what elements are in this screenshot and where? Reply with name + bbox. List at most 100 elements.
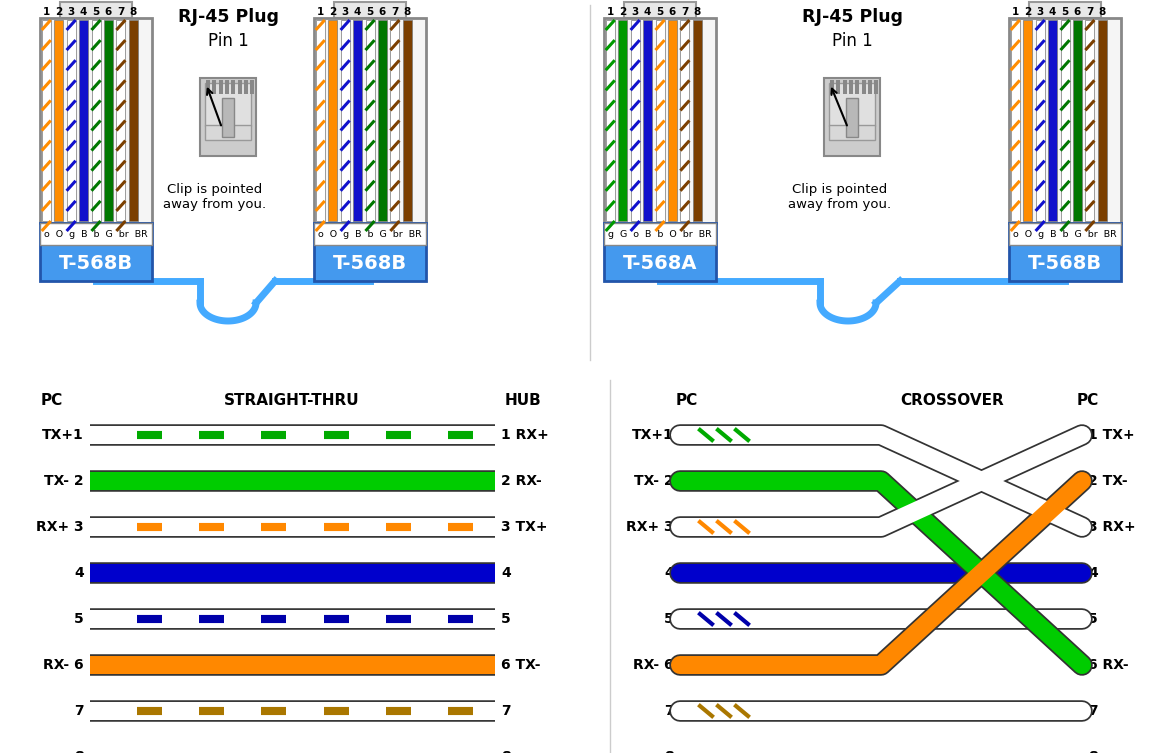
- Text: 8: 8: [404, 7, 411, 17]
- Text: away from you.: away from you.: [163, 198, 267, 211]
- Bar: [366, 20, 374, 221]
- Text: 7: 7: [75, 704, 84, 718]
- Bar: [606, 20, 615, 221]
- Text: RJ-45 Plug: RJ-45 Plug: [177, 8, 278, 26]
- Text: 2: 2: [329, 7, 337, 17]
- Text: 1: 1: [317, 7, 324, 17]
- Bar: [223, 97, 234, 136]
- Text: RX- 6: RX- 6: [43, 658, 84, 672]
- Bar: [619, 20, 627, 221]
- Bar: [40, 223, 151, 281]
- Text: RX+ 3: RX+ 3: [36, 520, 84, 534]
- Bar: [205, 83, 250, 126]
- Text: 1: 1: [43, 7, 50, 17]
- Text: 8: 8: [1088, 750, 1097, 753]
- Bar: [403, 20, 412, 221]
- Text: 3 RX+: 3 RX+: [1088, 520, 1136, 534]
- Bar: [603, 18, 716, 223]
- Text: Clip is pointed: Clip is pointed: [792, 183, 888, 196]
- Text: 7: 7: [1088, 704, 1097, 718]
- Bar: [200, 78, 256, 156]
- Text: 6: 6: [105, 7, 112, 17]
- Text: 8: 8: [75, 750, 84, 753]
- Text: o  O  g  B  b  G  br  BR: o O g B b G br BR: [318, 230, 422, 239]
- Text: away from you.: away from you.: [789, 198, 891, 211]
- Bar: [1048, 20, 1057, 221]
- Bar: [829, 80, 834, 94]
- Text: 3: 3: [1037, 7, 1044, 17]
- Bar: [1036, 20, 1045, 221]
- Bar: [42, 20, 51, 221]
- Bar: [61, 2, 132, 18]
- Text: 7: 7: [118, 7, 125, 17]
- Bar: [1086, 20, 1094, 221]
- Bar: [79, 20, 89, 221]
- Text: T-568A: T-568A: [623, 254, 697, 273]
- Text: STRAIGHT-THRU: STRAIGHT-THRU: [224, 393, 360, 408]
- Bar: [824, 78, 880, 156]
- Bar: [219, 80, 223, 94]
- Bar: [846, 97, 857, 136]
- Text: 1: 1: [607, 7, 614, 17]
- Bar: [377, 20, 387, 221]
- Text: TX+1: TX+1: [42, 428, 84, 442]
- Bar: [129, 20, 137, 221]
- Bar: [1009, 223, 1121, 245]
- Text: 6 TX-: 6 TX-: [501, 658, 541, 672]
- Text: 6: 6: [669, 7, 676, 17]
- Text: 3: 3: [68, 7, 75, 17]
- Text: 4: 4: [80, 7, 87, 17]
- Text: T-568B: T-568B: [59, 254, 133, 273]
- Text: 5: 5: [501, 612, 510, 626]
- Bar: [1060, 20, 1069, 221]
- Bar: [225, 80, 228, 94]
- Bar: [206, 80, 210, 94]
- Text: 2: 2: [1024, 7, 1031, 17]
- Bar: [603, 223, 716, 245]
- Bar: [390, 20, 400, 221]
- Text: 5: 5: [92, 7, 100, 17]
- Text: PC: PC: [676, 393, 698, 408]
- Text: 8: 8: [129, 7, 137, 17]
- Text: TX+1: TX+1: [633, 428, 675, 442]
- Text: 6: 6: [1074, 7, 1081, 17]
- Bar: [40, 18, 151, 223]
- Text: o  O  g  B  b  G  br  BR: o O g B b G br BR: [1014, 230, 1117, 239]
- Bar: [868, 80, 871, 94]
- Text: 7: 7: [664, 704, 675, 718]
- Bar: [104, 20, 113, 221]
- Bar: [334, 2, 405, 18]
- Text: 7: 7: [391, 7, 398, 17]
- Bar: [1073, 20, 1082, 221]
- Bar: [116, 20, 126, 221]
- Text: 8: 8: [664, 750, 675, 753]
- Bar: [250, 80, 254, 94]
- Text: 1: 1: [1011, 7, 1019, 17]
- Text: 8: 8: [1099, 7, 1106, 17]
- Bar: [630, 20, 640, 221]
- Text: 4: 4: [1048, 7, 1057, 17]
- Text: 3 TX+: 3 TX+: [501, 520, 548, 534]
- Bar: [329, 20, 337, 221]
- Text: 5: 5: [664, 612, 675, 626]
- Text: 5: 5: [1088, 612, 1097, 626]
- Text: 5: 5: [75, 612, 84, 626]
- Text: TX- 2: TX- 2: [635, 474, 675, 488]
- Text: HUB: HUB: [504, 393, 542, 408]
- Text: Clip is pointed: Clip is pointed: [168, 183, 262, 196]
- Text: CROSSOVER: CROSSOVER: [901, 393, 1004, 408]
- Text: o  O  g  B  b  G  br  BR: o O g B b G br BR: [44, 230, 148, 239]
- Bar: [1009, 223, 1121, 281]
- Bar: [1023, 20, 1032, 221]
- Text: 2 TX-: 2 TX-: [1088, 474, 1128, 488]
- Text: 5: 5: [366, 7, 374, 17]
- Text: TX- 2: TX- 2: [44, 474, 84, 488]
- Text: g  G  o  B  b  O  br  BR: g G o B b O br BR: [608, 230, 712, 239]
- Bar: [842, 80, 847, 94]
- Bar: [829, 83, 875, 126]
- Bar: [603, 223, 716, 281]
- Text: 4: 4: [1088, 566, 1097, 580]
- Text: T-568B: T-568B: [1028, 254, 1102, 273]
- Text: PC: PC: [41, 393, 63, 408]
- Text: RJ-45 Plug: RJ-45 Plug: [802, 8, 903, 26]
